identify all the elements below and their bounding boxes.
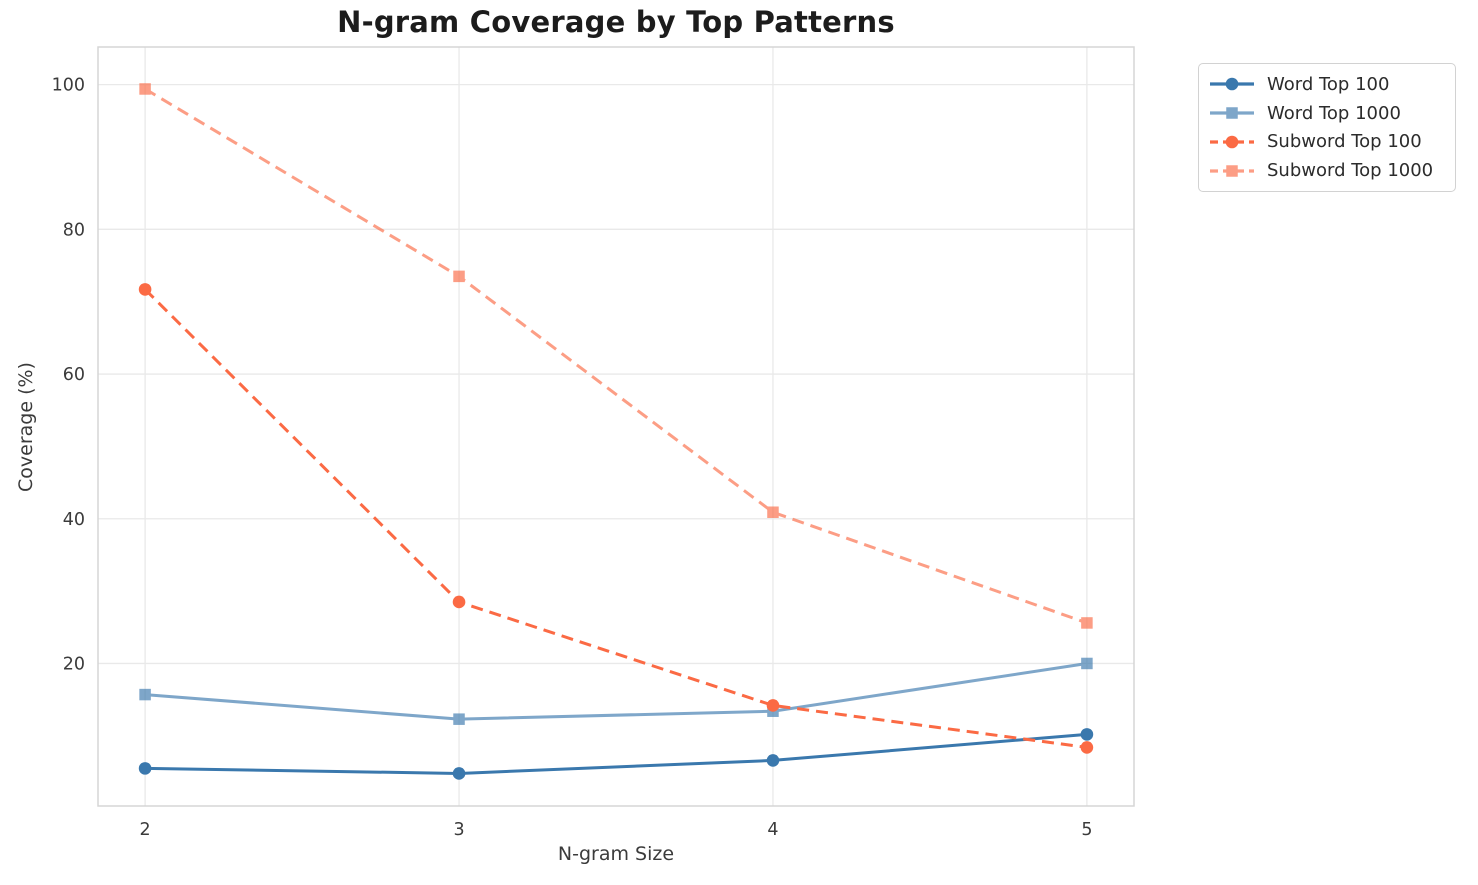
legend-sample-word-top-100 xyxy=(1210,78,1254,91)
x-tick-label: 2 xyxy=(140,820,151,840)
series-subword-top-1000 xyxy=(139,83,1093,629)
series-line xyxy=(144,661,1088,721)
series-word-top-1000 xyxy=(139,657,1093,725)
series-line xyxy=(144,87,1088,625)
y-tick-label: 100 xyxy=(52,76,85,96)
data-point-marker xyxy=(139,83,151,95)
legend-item-subword-top-100: Subword Top 100 xyxy=(1209,131,1445,152)
y-tick-label: 60 xyxy=(63,365,85,385)
data-point-marker xyxy=(766,754,780,767)
data-point-marker xyxy=(138,283,152,296)
series-word-top-100 xyxy=(138,728,1094,780)
y-tick-label: 80 xyxy=(63,220,85,240)
legend-item-word-top-100: Word Top 100 xyxy=(1209,74,1445,95)
legend-label: Subword Top 1000 xyxy=(1267,160,1434,182)
data-point-marker xyxy=(766,699,780,712)
data-point-marker xyxy=(138,762,152,775)
chart-title: N-gram Coverage by Top Patterns xyxy=(337,5,895,39)
data-point-marker xyxy=(1080,728,1094,741)
x-tick-label: 5 xyxy=(1081,820,1092,840)
y-tick-label: 40 xyxy=(63,510,85,530)
legend-item-subword-top-1000: Subword Top 1000 xyxy=(1209,160,1445,181)
data-point-marker xyxy=(1080,741,1094,754)
series-line xyxy=(145,732,1088,775)
legend-sample-word-top-1000 xyxy=(1210,107,1254,119)
data-point-marker xyxy=(1081,657,1093,670)
data-point-marker xyxy=(139,688,151,701)
data-point-marker xyxy=(452,767,466,780)
series-subword-top-100 xyxy=(138,283,1094,754)
x-tick-label: 4 xyxy=(767,820,778,840)
legend-label: Word Top 100 xyxy=(1267,73,1390,95)
legend-label: Word Top 1000 xyxy=(1267,102,1401,124)
axes-spines xyxy=(97,46,1135,807)
data-point-marker xyxy=(453,713,465,725)
y-axis-label: Coverage (%) xyxy=(15,362,37,492)
data-point-marker xyxy=(453,270,465,283)
x-axis-label: N-gram Size xyxy=(557,843,675,865)
legend: Word Top 100 Word Top 1000 Subword Top 1… xyxy=(1198,63,1456,192)
legend-item-word-top-1000: Word Top 1000 xyxy=(1209,103,1445,124)
data-point-marker xyxy=(452,595,466,609)
legend-sample-subword-top-100 xyxy=(1210,135,1254,149)
series-line xyxy=(144,288,1088,749)
legend-label: Subword Top 100 xyxy=(1267,131,1422,153)
y-tick-label: 20 xyxy=(63,655,85,675)
x-tick-label: 3 xyxy=(453,820,464,840)
data-point-marker xyxy=(767,506,779,518)
data-point-marker xyxy=(1081,617,1093,629)
legend-sample-subword-top-1000 xyxy=(1210,164,1254,177)
